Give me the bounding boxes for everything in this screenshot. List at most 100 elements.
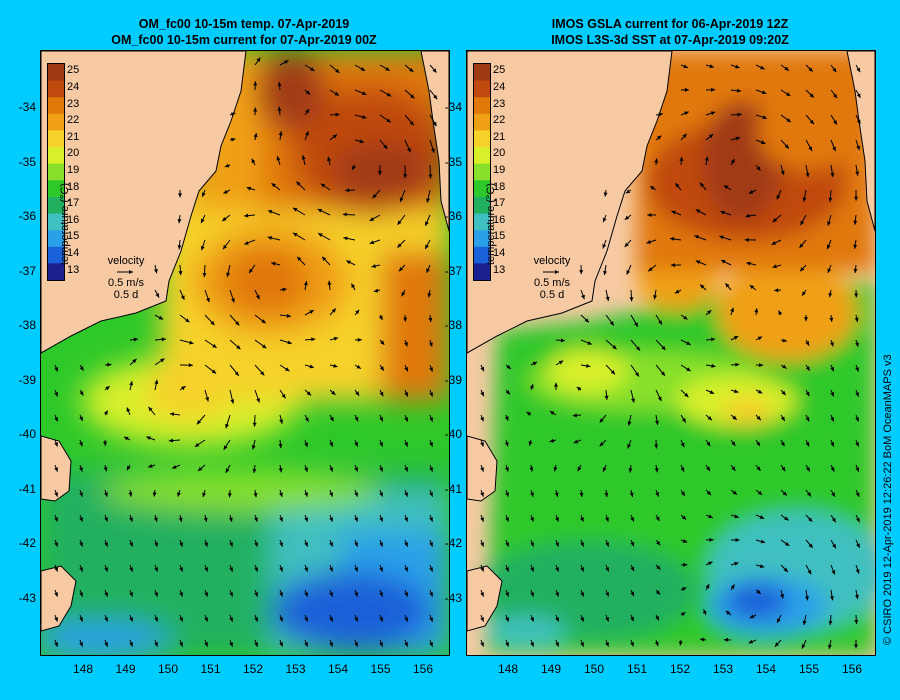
- current-vector-head: [646, 239, 651, 244]
- current-vector-head: [709, 64, 714, 69]
- latitude-tick-label: -42: [18, 536, 36, 550]
- current-vector-head: [605, 617, 609, 622]
- current-vector-head: [681, 417, 686, 423]
- current-vector-head: [833, 93, 838, 99]
- current-vector-head: [286, 313, 291, 318]
- current-vector-head: [655, 420, 659, 426]
- current-vector-head: [261, 344, 267, 349]
- current-vector-head: [855, 392, 859, 397]
- current-vector-head: [354, 442, 359, 447]
- satellite-sst-map[interactable]: 25 24 23 22 21 20 19 18 17 16 15 14 13 temperature (…: [466, 50, 876, 656]
- current-vector-head: [827, 221, 831, 226]
- current-vector-head: [695, 209, 701, 214]
- model-temperature-map[interactable]: 25 24 23 22 21 20 19 18 17 16 15 14 13 temperature (…: [40, 50, 450, 656]
- current-vector-head: [129, 642, 133, 647]
- current-vector-head: [327, 280, 332, 285]
- current-vector-head: [573, 439, 579, 444]
- velocity-speed: 0.5 m/s: [107, 277, 145, 289]
- current-vector-head: [854, 594, 859, 600]
- current-vector-head: [343, 236, 348, 241]
- current-vector-head: [279, 617, 283, 622]
- current-vector-head: [204, 642, 208, 647]
- current-vector-head: [711, 87, 716, 92]
- current-vector-head: [279, 419, 284, 424]
- current-vector-head: [329, 617, 333, 622]
- current-vector-head: [658, 320, 662, 325]
- current-vector-head: [855, 342, 859, 347]
- current-vector-head: [604, 395, 609, 400]
- colorbar-swatch: [48, 213, 64, 231]
- current-vector-head: [656, 135, 662, 140]
- current-vector-head: [683, 562, 688, 567]
- current-vector-head: [226, 272, 231, 277]
- current-vector-head: [354, 592, 358, 597]
- current-vector-head: [429, 392, 433, 397]
- current-vector-head: [587, 340, 592, 345]
- current-vector-head: [831, 492, 835, 497]
- current-vector-head: [480, 391, 484, 397]
- current-vector-head: [79, 467, 83, 472]
- current-vector-head: [782, 491, 787, 496]
- current-vector-head: [680, 491, 685, 496]
- current-vector-head: [185, 318, 190, 323]
- current-vector-head: [572, 413, 577, 418]
- colorbar: [473, 63, 491, 281]
- current-vector-head: [731, 441, 736, 446]
- current-vector-head: [580, 642, 584, 647]
- current-vector-head: [856, 543, 860, 548]
- current-vector-head: [129, 567, 133, 572]
- current-vector-head: [555, 617, 559, 622]
- current-vector-head: [231, 298, 235, 303]
- velocity-time: 0.5 d: [539, 289, 565, 301]
- current-vector-head: [580, 517, 584, 522]
- current-vector-head: [379, 517, 383, 522]
- current-vector-head: [480, 567, 484, 572]
- current-vector-head: [401, 291, 406, 297]
- current-vector-head: [204, 592, 208, 597]
- current-vector-head: [748, 639, 754, 644]
- current-vector-head: [79, 542, 83, 547]
- current-vector-head: [630, 591, 634, 597]
- current-vector-head: [783, 567, 788, 572]
- current-vector-head: [579, 270, 584, 275]
- current-vector-head: [679, 156, 684, 162]
- current-vector-head: [317, 208, 323, 213]
- current-vector-head: [480, 442, 484, 447]
- current-vector-head: [253, 107, 258, 112]
- current-vector-head: [746, 261, 751, 266]
- current-vector-head: [253, 81, 258, 86]
- current-vector-head: [296, 181, 301, 186]
- current-vector-head: [586, 363, 591, 368]
- current-vector-head: [179, 642, 183, 647]
- current-vector-head: [79, 416, 83, 421]
- current-vector-head: [756, 415, 761, 421]
- longitude-tick-label: 155: [370, 662, 391, 676]
- current-vector-head: [54, 417, 58, 422]
- current-vector-head: [397, 220, 402, 225]
- current-vector-head: [737, 112, 742, 117]
- colorbar-tick-label: 24: [67, 80, 80, 93]
- current-vector-head: [256, 57, 261, 62]
- current-vector-head: [154, 642, 158, 647]
- current-vector-head: [204, 542, 208, 547]
- current-vector-head: [335, 112, 340, 117]
- current-vector-head: [292, 232, 298, 237]
- colorbar-swatch: [48, 97, 64, 115]
- current-vector-head: [179, 542, 183, 547]
- current-vector-head: [630, 566, 635, 572]
- longitude-tick-label: 154: [755, 662, 777, 676]
- current-vector-head: [279, 592, 283, 597]
- colorbar-tick-label: 15: [67, 230, 80, 243]
- current-vector-head: [279, 642, 283, 647]
- current-vector-head: [756, 466, 761, 471]
- current-vector-head: [560, 338, 565, 343]
- current-vector-head: [229, 617, 233, 622]
- current-vector-head: [223, 189, 228, 194]
- current-vector-head: [629, 297, 634, 302]
- current-vector-head: [54, 392, 58, 397]
- current-vector-head: [103, 467, 108, 472]
- current-vector-head: [429, 442, 433, 447]
- current-vector-head: [680, 467, 685, 472]
- current-vector-head: [256, 398, 260, 403]
- colorbar: [47, 63, 65, 281]
